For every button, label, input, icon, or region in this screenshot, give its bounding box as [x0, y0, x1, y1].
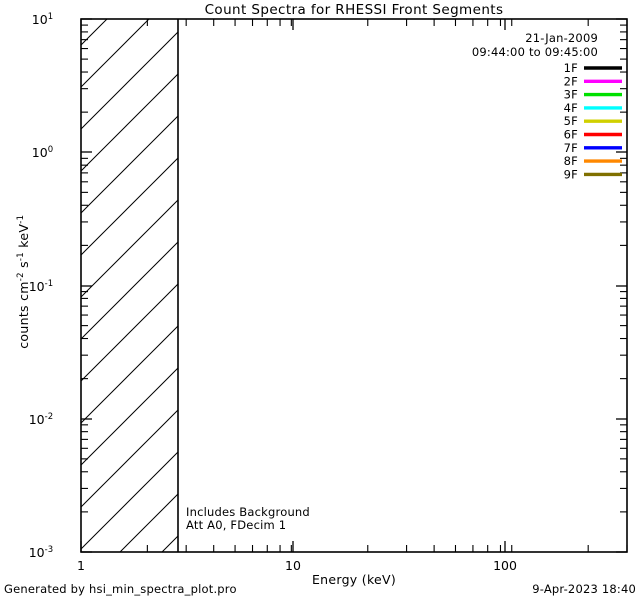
- x-axis-label: Energy (keV): [312, 572, 396, 587]
- footer-generator: Generated by hsi_min_spectra_plot.pro: [4, 582, 237, 596]
- y-tick-exp-0: 1: [48, 12, 53, 22]
- legend-label-1f: 1F: [564, 61, 578, 75]
- y-tick-exp-1: 0: [48, 145, 53, 155]
- svg-text:100: 100: [4, 140, 73, 160]
- legend-label-5f: 5F: [564, 114, 578, 128]
- x-axis-major-ticks: [80, 19, 506, 552]
- legend-label-4f: 4F: [564, 101, 578, 115]
- legend-label-2f: 2F: [564, 74, 578, 88]
- chart-title: Count Spectra for RHESSI Front Segments: [205, 2, 504, 18]
- svg-text:10-1: 10-1: [1, 274, 73, 294]
- hatch-fill: [81, 19, 178, 552]
- y-axis-label-sup2: -1: [16, 252, 26, 261]
- annotation-includes-background: Includes Background: [186, 505, 310, 519]
- annotation-attenuator: Att A0, FDecim 1: [186, 518, 286, 532]
- observation-date: 21-Jan-2009: [525, 31, 598, 45]
- y-axis-label-mid: s: [16, 261, 31, 272]
- x-tick-label-100: 100: [493, 558, 517, 573]
- y-tick-exp-3: -2: [45, 412, 53, 422]
- y-tick-exp-4: -3: [45, 545, 53, 555]
- y-axis-minor-ticks: [81, 24, 627, 513]
- y-axis-major-ticks: [81, 18, 627, 553]
- x-axis-minor-ticks: [146, 19, 628, 552]
- y-axis-label-base2: keV: [16, 224, 31, 252]
- observation-time-range: 09:44:00 to 09:45:00: [472, 45, 598, 59]
- footer-timestamp: 9-Apr-2023 18:40: [532, 582, 636, 596]
- y-axis-label-sup3: -1: [16, 215, 26, 224]
- legend-label-6f: 6F: [564, 128, 578, 142]
- y-axis-label-sup1: -2: [16, 272, 26, 281]
- y-tick-label-1: 10: [32, 145, 48, 160]
- legend-label-8f: 8F: [564, 154, 578, 168]
- svg-text:101: 101: [4, 7, 73, 27]
- y-tick-label-4: 10: [29, 545, 45, 560]
- x-tick-label-1: 1: [77, 558, 85, 573]
- excluded-energy-band: [81, 19, 178, 552]
- y-tick-label-3: 10: [29, 412, 45, 427]
- x-tick-label-10: 10: [285, 558, 301, 573]
- y-tick-label-2: 10: [29, 279, 45, 294]
- svg-text:10-2: 10-2: [1, 407, 73, 427]
- legend-label-9f: 9F: [564, 167, 578, 181]
- y-axis-label-base1: counts cm: [16, 281, 31, 349]
- y-tick-label-0: 10: [32, 12, 48, 27]
- y-axis-label: counts cm-2 s-1 keV-1: [11, 202, 31, 370]
- legend-label-3f: 3F: [564, 88, 578, 102]
- y-tick-exp-2: -1: [45, 279, 53, 289]
- y-axis-tick-labels: 101 100 10-1 10-2 10-3: [1, 7, 73, 560]
- legend-label-7f: 7F: [564, 141, 578, 155]
- svg-text:10-3: 10-3: [1, 540, 73, 560]
